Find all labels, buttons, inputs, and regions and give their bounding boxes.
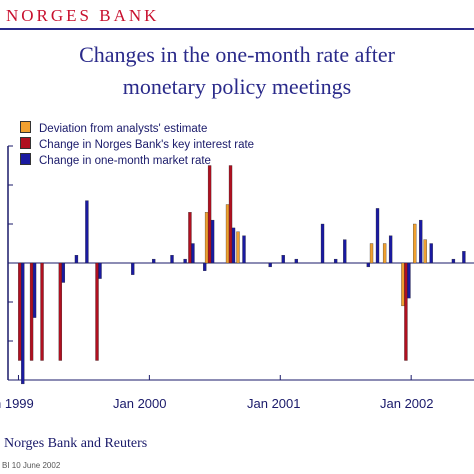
bar-market-rate xyxy=(343,239,347,264)
x-tick-label-2001: Jan 2001 xyxy=(247,396,301,411)
legend-item-deviation: Deviation from analysts' estimate xyxy=(20,121,207,135)
bar-market-rate xyxy=(61,262,66,283)
bar-market-rate xyxy=(231,227,236,264)
bar-key-rate xyxy=(188,212,192,264)
chart-title-line-1: Changes in the one-month rate after xyxy=(79,42,395,67)
bar-market-rate xyxy=(191,243,195,264)
bar-market-rate xyxy=(210,219,215,264)
bar-key-rate xyxy=(207,165,212,264)
bar-market-rate xyxy=(294,258,299,264)
bar-market-rate xyxy=(419,219,423,264)
bar-market-rate xyxy=(366,262,371,268)
chart-title-line-2: monetary policy meetings xyxy=(122,74,352,99)
bar-deviation xyxy=(413,223,417,264)
bar-market-rate xyxy=(170,255,174,264)
legend-swatch-blue xyxy=(20,153,31,165)
bar-market-rate xyxy=(32,262,37,318)
bar-market-rate xyxy=(375,208,380,264)
bar-key-rate xyxy=(29,262,34,361)
legend-swatch-orange xyxy=(20,121,31,133)
bar-market-rate xyxy=(85,200,89,264)
bar-deviation xyxy=(225,204,230,264)
footnote-text: BI 10 June 2002 xyxy=(2,461,61,470)
bar-market-rate xyxy=(183,258,187,264)
bar-market-rate xyxy=(152,258,156,264)
bar-market-rate xyxy=(462,251,466,264)
bar-deviation xyxy=(382,243,387,264)
bar-market-rate xyxy=(74,255,79,264)
bar-market-rate xyxy=(268,262,272,268)
bar-key-rate xyxy=(18,262,22,361)
bar-key-rate xyxy=(58,262,63,361)
bar-key-rate xyxy=(95,262,99,361)
bar-deviation xyxy=(401,262,405,307)
bar-market-rate xyxy=(451,258,456,264)
legend-label-market-rate: Change in one-month market rate xyxy=(39,155,211,167)
header-rule xyxy=(0,28,474,30)
source-text: Norges Bank and Reuters xyxy=(4,436,148,451)
bar-market-rate xyxy=(429,243,433,264)
bar-market-rate xyxy=(203,262,207,271)
legend-label-key-rate: Change in Norges Bank's key interest rat… xyxy=(39,139,255,151)
bar-market-rate xyxy=(242,235,246,264)
legend-label-deviation: Deviation from analysts' estimate xyxy=(39,123,208,135)
bar-key-rate xyxy=(40,262,44,361)
legend-item-key-rate: Change in Norges Bank's key interest rat… xyxy=(20,137,254,151)
x-tick-label-2002: Jan 2002 xyxy=(380,396,434,411)
bar-key-rate xyxy=(404,262,408,361)
bar-market-rate xyxy=(131,262,135,275)
bar-market-rate xyxy=(98,262,102,279)
legend-swatch-red xyxy=(20,137,31,149)
bar-market-rate xyxy=(388,235,393,264)
x-tick-label-1999: n 1999 xyxy=(0,396,34,411)
norges-bank-logo: NORGES BANK xyxy=(6,6,160,25)
bar-deviation xyxy=(204,212,209,264)
bar-deviation xyxy=(236,231,240,264)
bar-market-rate xyxy=(281,255,285,264)
bar-deviation xyxy=(423,239,427,264)
bar-market-rate xyxy=(320,223,325,264)
legend-item-market-rate: Change in one-month market rate xyxy=(20,153,211,167)
bar-deviation xyxy=(369,243,374,264)
bar-key-rate xyxy=(228,165,233,264)
bar-market-rate xyxy=(21,262,25,385)
x-tick-label-2000: Jan 2000 xyxy=(113,396,167,411)
bar-market-rate xyxy=(333,258,338,264)
bar-market-rate xyxy=(407,262,411,299)
